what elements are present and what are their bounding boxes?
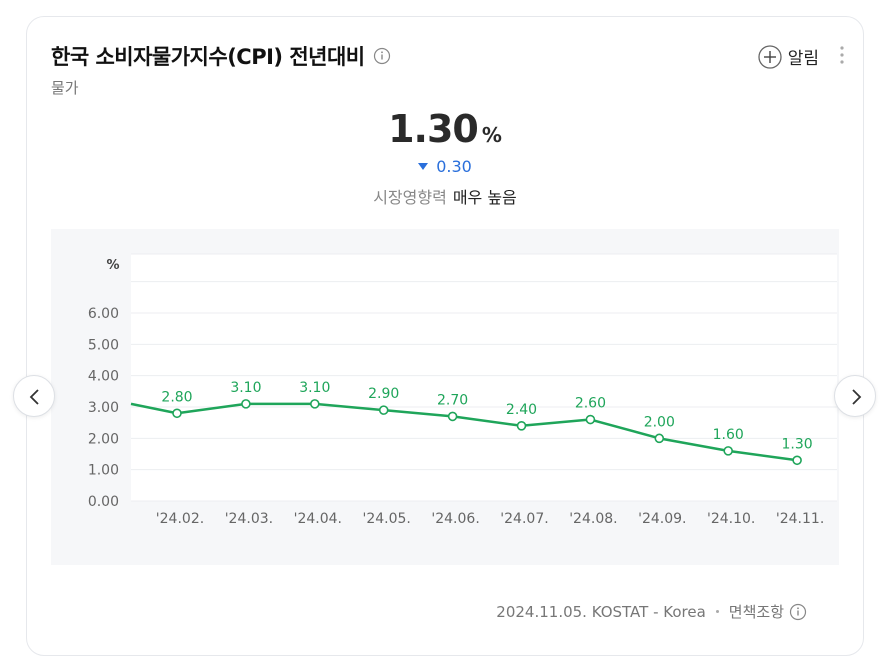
data-point <box>241 399 251 409</box>
data-label: 2.90 <box>368 386 399 402</box>
disclaimer-link[interactable]: 면책조항 <box>729 601 807 622</box>
category-label: 물가 <box>51 79 79 97</box>
x-tick-label: '24.08. <box>569 511 617 527</box>
chevron-right-icon <box>852 389 862 405</box>
x-tick-label: '24.10. <box>707 511 755 527</box>
y-tick-label: 2.00 <box>88 431 119 447</box>
x-tick-label: '24.05. <box>363 511 411 527</box>
y-tick-label: 6.00 <box>88 306 119 322</box>
data-point <box>378 405 389 415</box>
data-point <box>792 455 802 466</box>
info-icon <box>789 603 807 620</box>
market-impact: 시장영향력 매우 높음 <box>27 184 863 208</box>
chevron-left-icon <box>29 389 39 405</box>
line-chart: % 0.00 1.00 2.00 3.00 4.00 5.00 6.00 '24.02. '24.… <box>88 253 837 527</box>
data-label: 1.30 <box>782 436 813 452</box>
alarm-button[interactable]: 알림 <box>758 44 819 69</box>
x-tick-label: '24.09. <box>638 511 686 527</box>
data-point <box>723 446 734 456</box>
change-value: 0.30 <box>436 157 472 176</box>
data-label: 1.60 <box>713 427 744 443</box>
chart-area: % 0.00 1.00 2.00 3.00 4.00 5.00 6.00 '24.02. '24.… <box>51 229 839 565</box>
data-label: 2.60 <box>575 396 606 412</box>
x-tick-label: '24.06. <box>431 511 479 527</box>
source-text: 2024.11.05. KOSTAT - Korea <box>496 602 706 621</box>
x-tick-label: '24.07. <box>500 511 548 527</box>
data-point <box>585 414 596 425</box>
summary-block: 1.30% 0.30 시장영향력 매우 높음 <box>27 107 863 208</box>
change-indicator: 0.30 <box>27 157 863 176</box>
plus-circle-icon <box>758 44 782 69</box>
title-row: 한국 소비자물가지수(CPI) 전년대비 <box>51 41 391 71</box>
next-button[interactable] <box>834 375 876 417</box>
current-value: 1.30 <box>388 107 479 151</box>
separator-dot <box>715 610 719 613</box>
x-tick-label: '24.04. <box>294 511 342 527</box>
y-tick-label: 3.00 <box>88 400 119 416</box>
more-icon[interactable] <box>839 45 845 65</box>
page-title: 한국 소비자물가지수(CPI) 전년대비 <box>51 45 365 69</box>
data-label: 3.10 <box>230 380 261 396</box>
x-tick-label: '24.11. <box>776 511 824 527</box>
previous-button[interactable] <box>13 375 55 417</box>
data-point <box>172 408 182 419</box>
plot-panel <box>131 254 837 501</box>
x-tick-label: '24.03. <box>225 511 273 527</box>
data-point <box>447 411 458 422</box>
data-point <box>654 433 665 444</box>
data-label: 3.10 <box>299 380 330 396</box>
info-icon[interactable] <box>373 47 391 65</box>
y-tick-label: 5.00 <box>88 337 119 353</box>
footer: 2024.11.05. KOSTAT - Korea 면책조항 <box>496 601 807 622</box>
data-label: 2.00 <box>644 414 675 430</box>
cpi-card: 한국 소비자물가지수(CPI) 전년대비 물가 알림 1.30% 0.30 시장… <box>26 16 864 656</box>
down-arrow-icon <box>418 163 429 170</box>
data-point <box>309 399 320 409</box>
y-tick-label: 1.00 <box>88 463 119 479</box>
impact-label: 시장영향력 <box>373 188 447 207</box>
y-tick-label: 0.00 <box>88 494 119 510</box>
data-label: 2.70 <box>437 392 468 408</box>
data-point <box>516 421 527 431</box>
impact-value: 매우 높음 <box>452 188 517 207</box>
x-tick-label: '24.02. <box>156 511 204 527</box>
data-label: 2.40 <box>506 402 537 418</box>
value-unit: % <box>481 123 502 147</box>
disclaimer-label: 면책조항 <box>728 603 784 621</box>
data-label: 2.80 <box>161 389 192 405</box>
y-unit-label: % <box>106 258 119 273</box>
y-tick-label: 4.00 <box>88 369 119 385</box>
alarm-label: 알림 <box>787 49 819 69</box>
